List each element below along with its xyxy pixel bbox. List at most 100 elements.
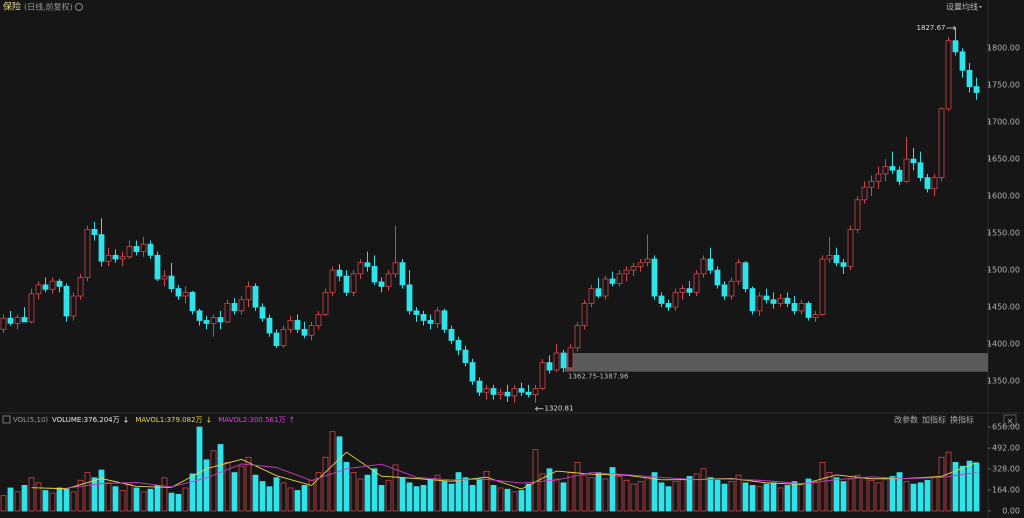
volume-bar — [315, 472, 322, 512]
volume-bar — [49, 492, 56, 512]
candle-body — [595, 288, 602, 297]
candle-body — [77, 277, 84, 297]
candle-body — [553, 352, 560, 371]
dropdown-caret[interactable] — [979, 6, 982, 8]
volume-bar — [112, 486, 119, 512]
candle-body — [455, 340, 462, 351]
candle-body — [490, 388, 497, 395]
volume-bar — [504, 488, 511, 512]
low-arrow — [535, 406, 544, 411]
toolbar-button[interactable]: 改参数 — [894, 415, 918, 425]
candle-body — [973, 86, 980, 93]
volume-bar — [945, 451, 952, 512]
close-indicator[interactable] — [1003, 414, 1017, 427]
volume-bar — [721, 483, 728, 512]
volume-bar — [77, 479, 84, 512]
volume-bar — [714, 479, 721, 512]
candle-body — [952, 40, 959, 53]
candle-body — [623, 269, 630, 275]
volume-bar — [161, 477, 168, 512]
y-tick-label: 1400.00 — [987, 340, 1020, 349]
candle-body — [231, 303, 238, 312]
volume-bar — [525, 483, 532, 512]
volume-bar — [588, 477, 595, 512]
high-label: 1827.67 — [917, 24, 946, 32]
volume-bar — [252, 474, 259, 512]
volume-bar — [7, 487, 14, 512]
volume-bar — [840, 481, 847, 512]
candle-body — [868, 180, 875, 188]
volume-bar — [959, 465, 966, 512]
candle-body — [658, 295, 665, 304]
candle-body — [672, 291, 679, 308]
volume-bar — [770, 482, 777, 512]
volume-bar — [518, 490, 525, 512]
candle-body — [0, 317, 7, 330]
volume-bar — [399, 477, 406, 512]
volume-bar — [630, 483, 637, 512]
candle-body — [840, 262, 847, 267]
candle-body — [7, 317, 14, 324]
candle-body — [119, 256, 126, 260]
candle-body — [700, 258, 707, 275]
candle-body — [175, 288, 182, 297]
candle-body — [798, 303, 805, 312]
volume-bar — [91, 477, 98, 512]
volume-bar — [973, 462, 980, 512]
candle-body — [959, 51, 966, 71]
toolbar-button[interactable]: 加指标 — [922, 415, 946, 425]
volume-bar — [798, 483, 805, 512]
volume-bar — [966, 460, 973, 512]
volume-bar — [707, 477, 714, 512]
volume-bar — [329, 431, 336, 512]
volume-title: VOL(5,10) — [13, 416, 48, 424]
volume-bar — [105, 482, 112, 512]
candle-body — [938, 108, 945, 179]
volume-bar — [140, 491, 147, 512]
volume-bar — [616, 476, 623, 512]
candle-body — [413, 310, 420, 315]
settings-icon[interactable] — [75, 3, 83, 11]
volume-bar — [154, 485, 161, 512]
candle-body — [910, 158, 917, 164]
candle-body — [784, 297, 791, 304]
toolbar-button[interactable]: 换指标 — [950, 415, 974, 425]
candle-body — [665, 303, 672, 308]
volume-tick-label: 0.00 — [1002, 507, 1020, 516]
volume-bar — [98, 469, 105, 512]
price-band — [565, 353, 988, 372]
candle-body — [721, 284, 728, 297]
volume-bar — [420, 485, 427, 512]
volume-bar — [56, 487, 63, 512]
indicator-icon[interactable] — [2, 415, 11, 424]
candle-body — [560, 352, 567, 369]
band-label: 1362.75-1387.96 — [568, 373, 629, 381]
candle-body — [602, 278, 609, 297]
volume-bar — [784, 485, 791, 512]
candle-body — [406, 284, 413, 312]
volume-bar — [637, 481, 644, 512]
candle-body — [140, 243, 147, 253]
volume-trend-arrow: ↓ — [206, 416, 213, 425]
volume-bar — [875, 482, 882, 512]
volume-bar — [882, 478, 889, 512]
volume-bar — [266, 486, 273, 512]
volume-bar — [672, 481, 679, 512]
candle-body — [483, 388, 490, 393]
volume-ma-line — [31, 451, 977, 490]
candle-body — [105, 254, 112, 262]
candle-body — [574, 325, 581, 349]
close-icon[interactable]: × — [1007, 417, 1014, 426]
volume-bar — [819, 461, 826, 512]
volume-bar — [553, 478, 560, 512]
volume-bar — [343, 461, 350, 512]
volume-bar — [658, 482, 665, 512]
candle-body — [35, 284, 42, 295]
candle-body — [84, 229, 91, 278]
volume-bar — [665, 486, 672, 512]
ma-settings[interactable]: 设置均线 — [946, 2, 978, 12]
volume-bar — [623, 479, 630, 512]
volume-bar — [28, 477, 35, 512]
candle-body — [847, 229, 854, 267]
